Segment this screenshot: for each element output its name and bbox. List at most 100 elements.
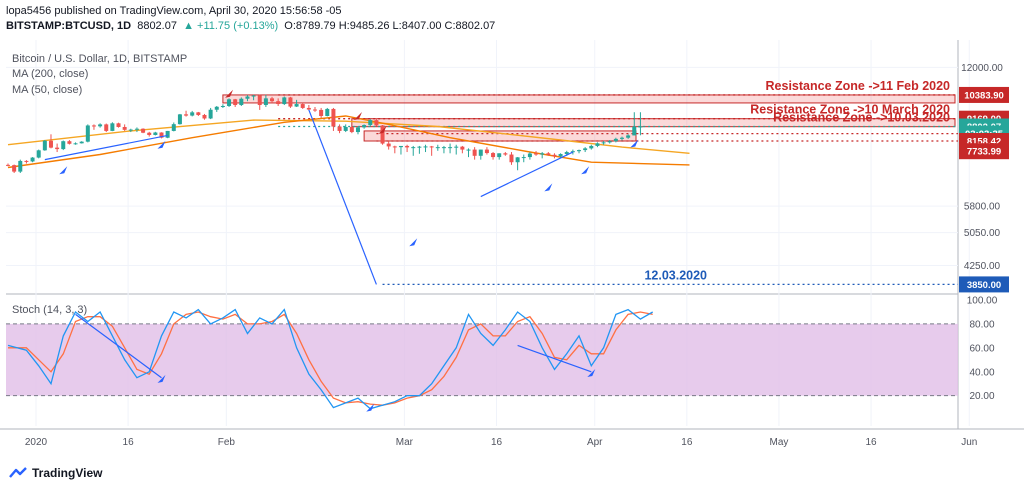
candle-body bbox=[540, 153, 545, 155]
symbol: BITSTAMP:BTCUSD, 1D bbox=[6, 20, 132, 32]
candle-body bbox=[239, 98, 244, 106]
candle-body bbox=[36, 150, 41, 158]
candle-body bbox=[282, 97, 287, 105]
price-tag-label: 8158.42 bbox=[967, 137, 1001, 148]
candle-body bbox=[620, 137, 624, 139]
candle-body bbox=[527, 153, 532, 158]
candle-body bbox=[116, 123, 121, 127]
x-tick-label: 16 bbox=[491, 437, 503, 448]
price-tag bbox=[959, 276, 1009, 293]
candle-body bbox=[79, 141, 84, 144]
candle-body bbox=[263, 98, 268, 106]
candle-body bbox=[441, 147, 446, 149]
ma50-label[interactable]: MA (50, close) bbox=[12, 84, 83, 96]
candle-body bbox=[478, 149, 483, 156]
x-tick-label: 2020 bbox=[25, 437, 48, 448]
last-price: 8802.07 bbox=[137, 20, 177, 32]
brand-name: TradingView bbox=[32, 466, 103, 480]
candle-body bbox=[153, 132, 158, 135]
candle-body bbox=[171, 124, 176, 131]
candle-body bbox=[466, 149, 471, 151]
candle-body bbox=[509, 154, 514, 163]
candle-body bbox=[472, 149, 477, 156]
candle-body bbox=[613, 138, 618, 142]
marker-arrow-icon bbox=[353, 111, 362, 120]
marker-arrow-icon bbox=[59, 166, 68, 175]
candle-body bbox=[30, 157, 35, 162]
stoch-d-line bbox=[8, 311, 653, 406]
candle-body bbox=[159, 132, 164, 138]
ma200-line bbox=[7, 119, 690, 154]
candle-body bbox=[454, 146, 459, 148]
candle-body bbox=[435, 147, 440, 149]
candle-body bbox=[122, 126, 127, 130]
candle-body bbox=[607, 141, 612, 143]
y-tick-label: 5800.00 bbox=[964, 202, 1001, 213]
annotation-label: 12.03.2020 bbox=[644, 268, 707, 282]
stoch-y-tick-label: 60.00 bbox=[969, 343, 994, 354]
price-tag bbox=[959, 143, 1009, 160]
candle-body bbox=[558, 154, 563, 157]
candle-body bbox=[196, 112, 201, 115]
marker-arrow-icon bbox=[378, 125, 387, 134]
candle-body bbox=[534, 153, 539, 155]
candle-body bbox=[368, 120, 373, 126]
stoch-y-tick-label: 100.00 bbox=[967, 296, 998, 307]
x-tick-label: 16 bbox=[123, 437, 135, 448]
candle-body bbox=[337, 126, 342, 131]
marker-arrow-icon bbox=[157, 140, 166, 149]
candle-body bbox=[546, 153, 551, 155]
candle-body bbox=[570, 151, 575, 153]
stoch-label[interactable]: Stoch (14, 3, 3) bbox=[12, 304, 88, 316]
candle-body bbox=[227, 99, 232, 106]
candle-body bbox=[313, 109, 317, 111]
candle-body bbox=[374, 120, 379, 126]
candle-body bbox=[85, 125, 90, 142]
x-tick-label: Mar bbox=[396, 437, 414, 448]
grid bbox=[0, 40, 1024, 430]
candle-body bbox=[306, 107, 311, 110]
stoch-marker-icon bbox=[587, 368, 596, 377]
candle-body bbox=[343, 126, 348, 131]
marker-arrow-icon bbox=[581, 166, 590, 175]
candle-body bbox=[325, 108, 330, 116]
candle-body bbox=[595, 143, 600, 146]
symbol-line: BITSTAMP:BTCUSD, 1D 8802.07 ▲ +11.75 (+0… bbox=[6, 20, 495, 32]
candle-body bbox=[294, 104, 299, 107]
candle-body bbox=[24, 160, 29, 162]
stoch-k-line bbox=[7, 308, 654, 410]
candle-body bbox=[417, 146, 422, 148]
marker-arrow-icon bbox=[630, 139, 639, 148]
stoch-y-tick-label: 80.00 bbox=[969, 319, 994, 330]
candle-body bbox=[398, 145, 403, 148]
candle-body bbox=[67, 141, 72, 144]
candle-body bbox=[521, 157, 526, 159]
stoch-y-tick-label: 20.00 bbox=[969, 391, 994, 402]
candle-body bbox=[392, 146, 397, 148]
candle-body bbox=[220, 105, 225, 107]
candle-body bbox=[6, 164, 10, 166]
y-tick-label: 4250.00 bbox=[964, 261, 1001, 272]
candle-body bbox=[355, 127, 360, 133]
tradingview-logo[interactable]: TradingView bbox=[8, 466, 102, 480]
candle-body bbox=[61, 141, 66, 150]
instrument-title[interactable]: Bitcoin / U.S. Dollar, 1D, BITSTAMP bbox=[12, 53, 188, 65]
stochastic-pane bbox=[6, 308, 958, 412]
price-tag-label: 10383.90 bbox=[964, 90, 1004, 101]
ma200-label[interactable]: MA (200, close) bbox=[12, 68, 89, 80]
trendline bbox=[308, 109, 377, 285]
candle-body bbox=[276, 101, 281, 105]
candle-body bbox=[423, 146, 428, 148]
candle-body bbox=[632, 126, 637, 136]
candle-body bbox=[165, 130, 170, 138]
marker-arrow-icon bbox=[225, 89, 234, 98]
candle-body bbox=[98, 124, 103, 127]
candle-body bbox=[515, 157, 520, 163]
candle-body bbox=[214, 106, 219, 110]
candle-body bbox=[147, 132, 152, 135]
candle-body bbox=[251, 95, 256, 97]
candle-body bbox=[429, 146, 434, 148]
candle-body bbox=[208, 109, 213, 119]
candle-body bbox=[577, 150, 582, 152]
